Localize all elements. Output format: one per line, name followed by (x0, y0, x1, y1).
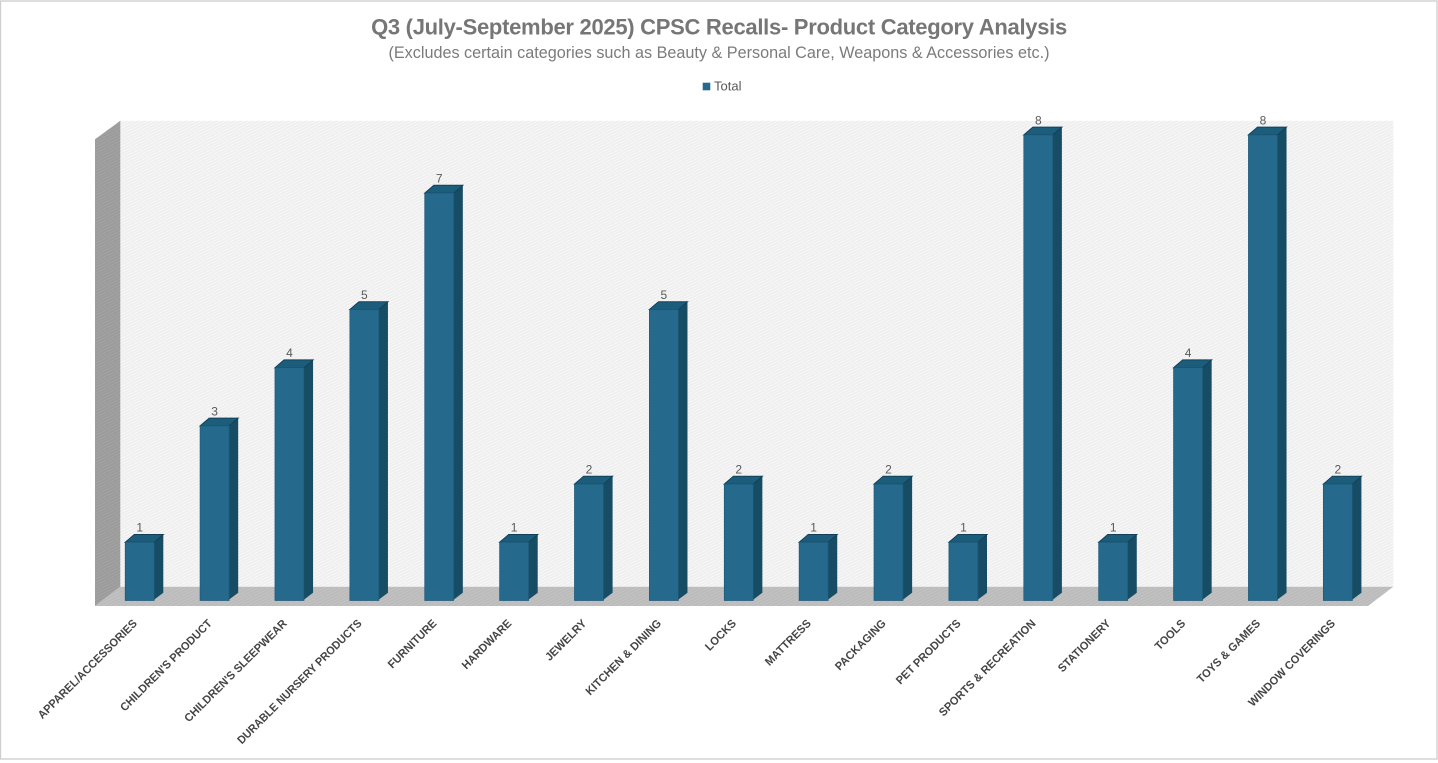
svg-text:KITCHEN & DINING: KITCHEN & DINING (584, 618, 664, 698)
svg-text:2: 2 (1334, 463, 1341, 477)
svg-text:(Excludes certain categories s: (Excludes certain categories such as Bea… (388, 44, 1049, 62)
svg-text:STATIONERY: STATIONERY (1056, 617, 1113, 674)
svg-text:JEWELRY: JEWELRY (543, 617, 589, 663)
svg-text:1: 1 (511, 521, 518, 535)
svg-text:8: 8 (1035, 113, 1042, 127)
svg-text:4: 4 (286, 346, 293, 360)
svg-text:2: 2 (735, 463, 742, 477)
svg-text:4: 4 (1185, 346, 1192, 360)
svg-text:TOYS & GAMES: TOYS & GAMES (1195, 617, 1263, 685)
svg-text:5: 5 (361, 288, 368, 302)
svg-text:LOCKS: LOCKS (703, 617, 739, 653)
svg-text:PACKAGING: PACKAGING (833, 618, 889, 674)
svg-text:HARDWARE: HARDWARE (460, 617, 515, 672)
svg-text:DURABLE NURSERY PRODUCTS: DURABLE NURSERY PRODUCTS (235, 617, 364, 746)
svg-text:1: 1 (960, 521, 967, 535)
svg-text:8: 8 (1260, 113, 1267, 127)
svg-text:MATTRESS: MATTRESS (763, 617, 814, 668)
svg-text:1: 1 (810, 521, 817, 535)
svg-text:5: 5 (661, 288, 668, 302)
svg-text:TOOLS: TOOLS (1153, 617, 1188, 652)
svg-text:Total: Total (714, 79, 742, 94)
svg-text:1: 1 (1110, 521, 1117, 535)
svg-text:1: 1 (136, 521, 143, 535)
svg-text:7: 7 (436, 172, 443, 186)
svg-text:2: 2 (885, 463, 892, 477)
svg-text:WINDOW COVERINGS: WINDOW COVERINGS (1247, 617, 1339, 709)
svg-text:Q3 (July-September 2025) CPSC: Q3 (July-September 2025) CPSC Recalls- P… (371, 14, 1067, 39)
svg-text:2: 2 (586, 463, 593, 477)
svg-text:PET PRODUCTS: PET PRODUCTS (894, 617, 964, 687)
svg-text:FURNITURE: FURNITURE (386, 617, 440, 671)
svg-text:3: 3 (211, 404, 218, 418)
